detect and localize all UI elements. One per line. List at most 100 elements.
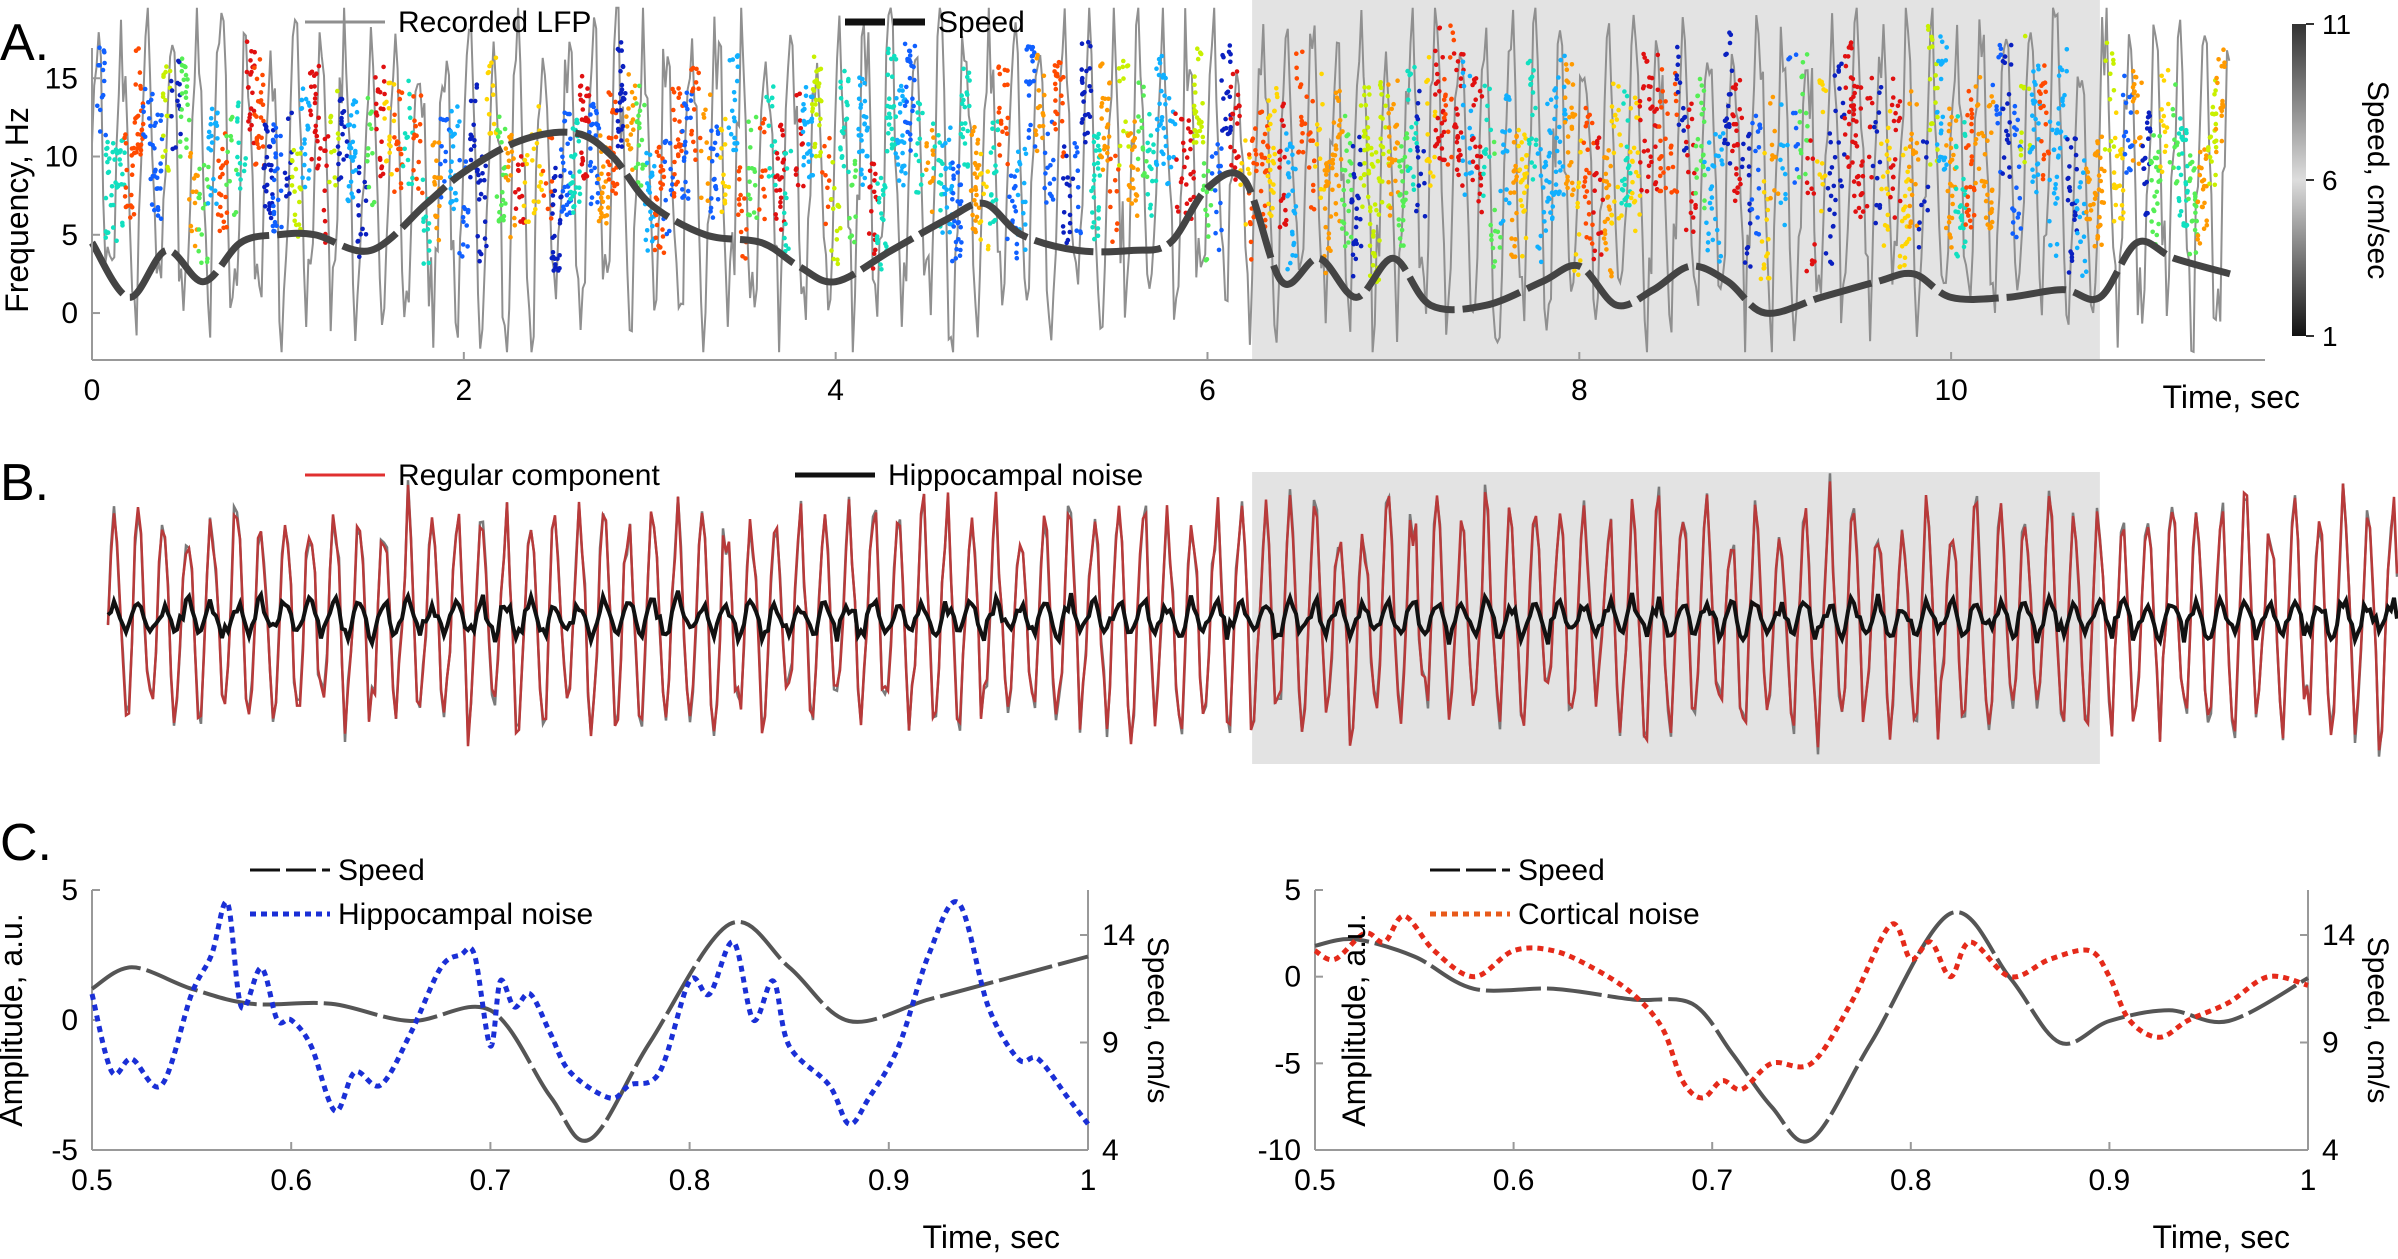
frequency-point <box>1374 207 1379 213</box>
frequency-point <box>1663 136 1668 142</box>
frequency-point <box>1747 201 1752 207</box>
frequency-point <box>515 162 521 167</box>
frequency-point <box>734 53 740 59</box>
frequency-point <box>1885 212 1891 218</box>
frequency-point <box>258 99 263 105</box>
frequency-point <box>1286 160 1291 165</box>
frequency-point <box>800 108 806 113</box>
frequency-point <box>870 266 876 271</box>
frequency-point <box>1362 161 1367 166</box>
frequency-point <box>801 154 807 160</box>
frequency-point <box>592 165 597 171</box>
frequency-point <box>1637 212 1642 217</box>
frequency-point <box>572 190 577 196</box>
frequency-point <box>872 178 877 183</box>
frequency-point <box>398 151 404 157</box>
frequency-point <box>526 219 531 224</box>
frequency-point <box>538 179 544 185</box>
frequency-point <box>1147 147 1152 153</box>
frequency-point <box>1867 95 1873 101</box>
frequency-point <box>1061 230 1066 235</box>
frequency-point <box>1524 171 1529 176</box>
frequency-point <box>1325 246 1331 252</box>
frequency-point <box>628 132 634 137</box>
frequency-point <box>2053 201 2058 206</box>
frequency-point <box>552 256 557 262</box>
frequency-point <box>1750 120 1755 126</box>
frequency-point <box>2111 88 2117 93</box>
frequency-point <box>1963 239 1968 244</box>
frequency-point <box>829 197 834 202</box>
frequency-point <box>260 72 265 78</box>
frequency-point <box>588 146 593 151</box>
frequency-point <box>1286 174 1292 180</box>
frequency-point <box>1342 244 1348 249</box>
frequency-point <box>846 169 851 175</box>
frequency-point <box>1153 159 1159 165</box>
frequency-point <box>1940 114 1946 120</box>
frequency-point <box>2113 202 2119 208</box>
cl-ylabel-right: Speed, cm/s <box>1141 937 1174 1104</box>
frequency-point <box>2166 101 2171 107</box>
frequency-point <box>2186 196 2191 202</box>
frequency-point <box>1628 170 1633 176</box>
frequency-point <box>1279 118 1285 123</box>
frequency-point <box>636 113 641 118</box>
frequency-point <box>1565 134 1571 139</box>
frequency-point <box>2012 103 2018 109</box>
frequency-point <box>245 85 251 90</box>
frequency-point <box>179 107 184 112</box>
frequency-point <box>2134 109 2140 115</box>
frequency-point <box>420 190 425 196</box>
frequency-point <box>142 134 148 139</box>
frequency-point <box>1383 103 1388 109</box>
frequency-point <box>1547 150 1552 156</box>
frequency-point <box>843 117 849 123</box>
frequency-point <box>1623 157 1629 163</box>
frequency-point <box>163 148 168 154</box>
frequency-point <box>991 219 996 224</box>
frequency-point <box>1963 222 1968 227</box>
frequency-point <box>139 127 145 133</box>
frequency-point <box>417 138 423 144</box>
frequency-point <box>1903 241 1908 247</box>
frequency-point <box>637 108 643 113</box>
frequency-point <box>1951 152 1956 158</box>
frequency-point <box>1701 88 1707 93</box>
frequency-point <box>1828 259 1833 265</box>
frequency-point <box>864 128 870 133</box>
frequency-point <box>1661 170 1666 175</box>
frequency-point <box>2119 203 2125 208</box>
frequency-point <box>894 96 899 101</box>
frequency-point <box>204 177 210 182</box>
frequency-point <box>2112 135 2118 141</box>
frequency-point <box>650 223 655 229</box>
frequency-point <box>365 95 371 101</box>
frequency-point <box>539 172 544 177</box>
frequency-point <box>502 126 508 132</box>
frequency-point <box>817 122 822 128</box>
frequency-point <box>1613 112 1618 118</box>
frequency-point <box>1706 231 1711 236</box>
frequency-point <box>1108 204 1113 210</box>
frequency-point <box>275 197 281 203</box>
frequency-point <box>642 102 647 108</box>
frequency-point <box>1891 174 1896 180</box>
frequency-point <box>2092 243 2098 249</box>
frequency-point <box>1733 82 1739 87</box>
frequency-point <box>215 136 220 141</box>
frequency-point <box>1292 211 1298 216</box>
frequency-point <box>2044 110 2049 116</box>
frequency-point <box>1533 137 1539 143</box>
frequency-point <box>1655 87 1661 93</box>
frequency-point <box>1092 173 1097 178</box>
panel-label-b: B. <box>0 454 49 512</box>
frequency-point <box>2179 134 2185 140</box>
frequency-point <box>2178 116 2183 121</box>
frequency-point <box>373 75 378 80</box>
frequency-point <box>328 113 334 119</box>
frequency-point <box>1783 196 1788 202</box>
frequency-point <box>1557 124 1562 130</box>
frequency-point <box>2040 176 2046 182</box>
frequency-point <box>1619 187 1625 192</box>
